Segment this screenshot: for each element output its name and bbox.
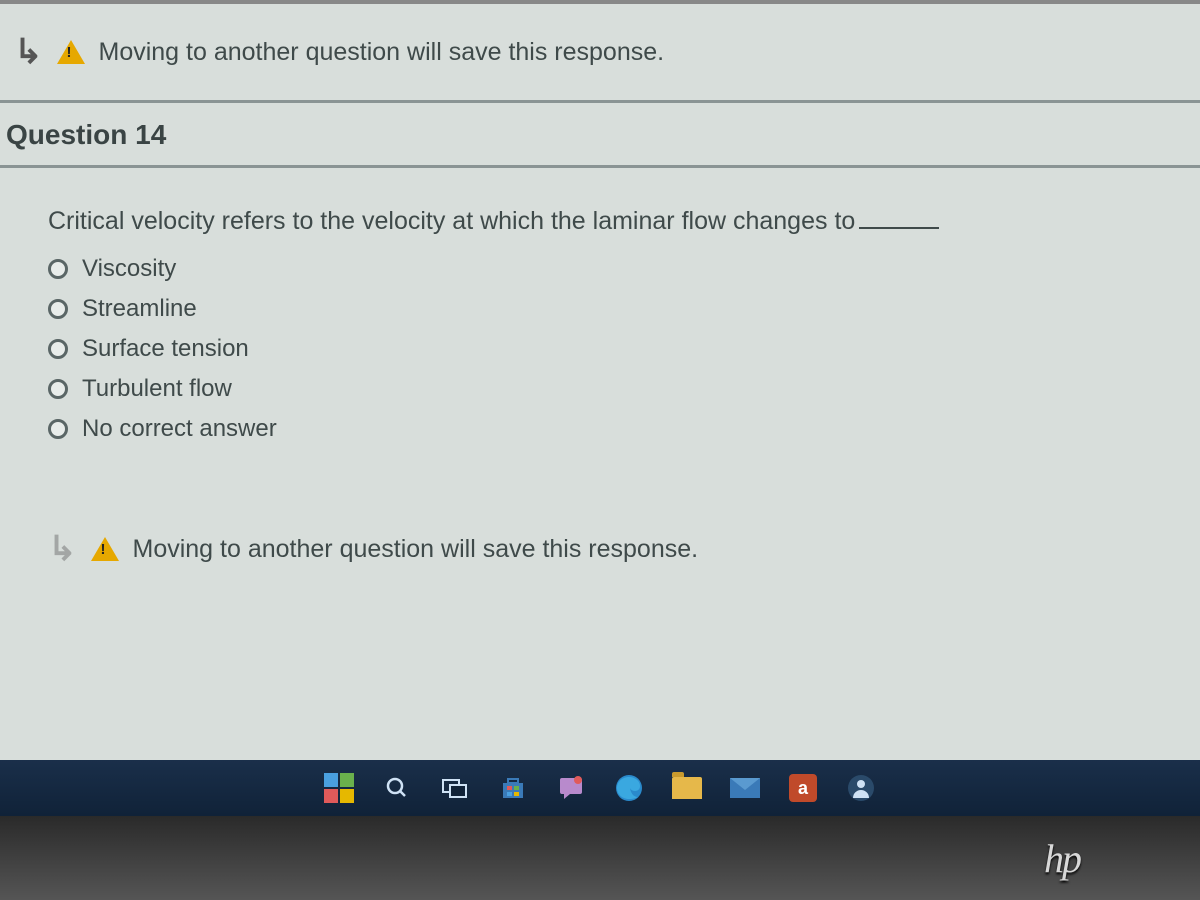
hp-logo: hp	[1044, 835, 1080, 882]
option-viscosity[interactable]: Viscosity	[48, 249, 1152, 289]
laptop-bezel: hp	[0, 816, 1200, 900]
fill-blank	[859, 227, 939, 229]
radio-icon[interactable]	[48, 379, 68, 399]
radio-icon[interactable]	[48, 419, 68, 439]
search-icon[interactable]	[381, 772, 413, 804]
warning-icon	[91, 537, 119, 561]
radio-icon[interactable]	[48, 259, 68, 279]
option-label: Viscosity	[82, 255, 176, 283]
radio-icon[interactable]	[48, 299, 68, 319]
warning-text-bottom: Moving to another question will save thi…	[133, 535, 699, 564]
question-prompt: Critical velocity refers to the velocity…	[48, 204, 1152, 239]
mail-icon[interactable]	[729, 772, 761, 804]
option-streamline[interactable]: Streamline	[48, 289, 1152, 329]
nav-arrow-icon[interactable]: ↳	[48, 529, 77, 569]
warning-text-top: Moving to another question will save thi…	[99, 38, 665, 67]
option-label: Streamline	[82, 295, 197, 323]
option-surface-tension[interactable]: Surface tension	[48, 329, 1152, 369]
radio-icon[interactable]	[48, 339, 68, 359]
start-button[interactable]	[323, 772, 355, 804]
microsoft-store-icon[interactable]	[497, 772, 529, 804]
hp-assistant-icon[interactable]	[845, 772, 877, 804]
nav-arrow-icon[interactable]: ↳	[14, 32, 43, 72]
option-no-correct[interactable]: No correct answer	[48, 409, 1152, 449]
warning-bar-top: ↳ Moving to another question will save t…	[0, 4, 1200, 100]
task-view-icon[interactable]	[439, 772, 471, 804]
amazon-app-icon[interactable]: a	[787, 772, 819, 804]
file-explorer-icon[interactable]	[671, 772, 703, 804]
windows-taskbar[interactable]: a	[0, 760, 1200, 816]
question-number: Question 14	[6, 119, 1194, 151]
options-group: Viscosity Streamline Surface tension Tur…	[48, 249, 1152, 449]
option-label: Turbulent flow	[82, 375, 232, 403]
windows-logo-icon	[324, 773, 354, 803]
quiz-screen: ↳ Moving to another question will save t…	[0, 0, 1200, 760]
chat-icon[interactable]	[555, 772, 587, 804]
warning-bar-bottom: ↳ Moving to another question will save t…	[48, 449, 1152, 597]
option-label: No correct answer	[82, 415, 277, 443]
option-label: Surface tension	[82, 335, 249, 363]
option-turbulent-flow[interactable]: Turbulent flow	[48, 369, 1152, 409]
warning-icon	[57, 40, 85, 64]
edge-browser-icon[interactable]	[613, 772, 645, 804]
question-header: Question 14	[0, 100, 1200, 168]
question-body: Critical velocity refers to the velocity…	[0, 168, 1200, 617]
